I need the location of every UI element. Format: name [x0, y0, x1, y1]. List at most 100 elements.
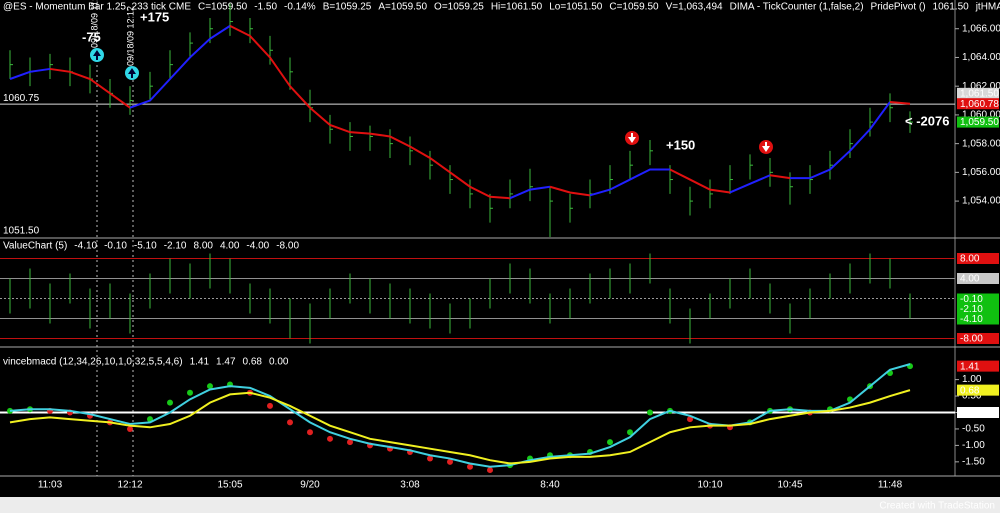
header-text: -4.10 [74, 241, 97, 252]
header-text: C=1059.50 [198, 2, 248, 13]
hma-line [790, 101, 891, 180]
price-label-box [957, 87, 999, 99]
macd-dot [207, 383, 213, 390]
macd-dot [167, 399, 173, 406]
price-label-box [957, 273, 999, 284]
hma-line [9, 67, 51, 80]
macd-dot [347, 439, 353, 446]
low-label: 1051.50 [3, 226, 40, 237]
timestamp: 09/18/09 11:43 [89, 0, 99, 48]
price-label-box [957, 313, 999, 325]
header-text: 1.47 [216, 357, 236, 368]
x-tick-label: 10:45 [777, 480, 802, 491]
price-label: 1,060.78 [960, 99, 999, 110]
annotation: -75 [82, 29, 101, 44]
macd-dot [287, 419, 293, 426]
timestamp: 09/18/09 12:12 [125, 6, 135, 66]
price-label: 0.68 [960, 385, 980, 396]
y-tick-label: 1,062.00 [962, 81, 1000, 92]
hma-line [129, 25, 231, 109]
header-text: 0.68 [243, 357, 263, 368]
price-label-box [957, 116, 999, 128]
price-label: 1,061.50 [960, 89, 999, 100]
macd-line [9, 363, 911, 468]
macd-dot [427, 455, 433, 462]
price-label: -2.10 [960, 304, 983, 315]
footer-text: Created with TradeStation [879, 501, 995, 512]
price-label: 0.00 [960, 408, 980, 419]
header-text: Hi=1061.50 [491, 2, 543, 13]
reference-label: 1060.75 [3, 93, 40, 104]
price-label-box [957, 293, 999, 305]
pane-title: ValueChart (5) [3, 241, 67, 252]
header-text: O=1059.25 [434, 2, 484, 13]
macd-dot [687, 416, 693, 423]
macd-dot [627, 429, 633, 436]
header-text: DIMA - TickCounter (1,false,2) [730, 2, 864, 13]
y-tick-label: 1,054.00 [962, 196, 1000, 207]
header-text: PridePivot () [871, 2, 926, 13]
pane-title: vincebmacd (12,34,26,10,1,0,32,5,5,4,6) [3, 357, 183, 368]
price-label-box [957, 253, 999, 264]
hma-line [509, 185, 551, 200]
price-label-box [957, 384, 999, 396]
y-tick-label: 1.00 [962, 374, 982, 385]
header-text: 8.00 [193, 241, 213, 252]
price-label: -0.10 [960, 294, 983, 305]
macd-dot [327, 435, 333, 442]
hma-line [589, 168, 670, 197]
y-tick-label: 1,064.00 [962, 52, 1000, 63]
macd-dot [187, 389, 193, 396]
y-tick-label: 1,056.00 [962, 167, 1000, 178]
header-text: 4.00 [220, 241, 240, 252]
price-label-box [957, 333, 999, 344]
header-text: -0.10 [104, 241, 127, 252]
x-tick-label: 12:12 [117, 480, 142, 491]
header-text: -5.10 [134, 241, 157, 252]
header-text: 0.00 [269, 357, 289, 368]
price-label: 1,059.50 [960, 117, 999, 128]
macd-line [9, 389, 911, 465]
hma-line [669, 168, 731, 194]
header-text: -4.00 [246, 241, 269, 252]
y-tick-label: -0.50 [962, 424, 985, 435]
header-text: jtHMA (Close,21,0,false,Blue,Red,1) [975, 2, 1000, 13]
annotation: < -2076 [905, 113, 949, 128]
header-text: -2.10 [164, 241, 187, 252]
header-text: C=1059.50 [609, 2, 659, 13]
hma-line [549, 185, 591, 197]
header-text: @ES - Momentum Bar 1.25, 233 tick CME [3, 2, 191, 13]
x-tick-label: 10:10 [697, 480, 722, 491]
price-label: -4.10 [960, 314, 983, 325]
header-text: Lo=1051.50 [549, 2, 603, 13]
y-tick-label: 0.50 [962, 391, 982, 402]
price-label-box [957, 360, 999, 372]
hma-line [49, 67, 131, 109]
macd-dot [467, 463, 473, 470]
header-text: 1.41 [190, 357, 210, 368]
annotation: +175 [140, 9, 169, 24]
header-text: V=1,063,494 [666, 2, 723, 13]
x-tick-label: 11:03 [38, 480, 63, 491]
price-label: 8.00 [960, 254, 980, 265]
y-tick-label: -1.00 [962, 440, 985, 451]
y-tick-label: 1,058.00 [962, 138, 1000, 149]
header-text: -1.50 [254, 2, 277, 13]
macd-dot [127, 425, 133, 432]
price-label-box [957, 98, 999, 110]
header-text: -8.00 [276, 241, 299, 252]
macd-dot [307, 429, 313, 436]
hma-line [729, 174, 771, 194]
signal-marker [90, 48, 773, 154]
header-text: A=1059.50 [378, 2, 427, 13]
macd-dot [487, 467, 493, 474]
y-tick-label: 1,060.00 [962, 110, 1000, 121]
price-label-box [957, 303, 999, 315]
macd-dot [267, 402, 273, 409]
x-tick-label: 9/20 [300, 480, 320, 491]
header-text: 1061.50 [933, 2, 970, 13]
x-tick-label: 11:48 [878, 480, 903, 491]
x-tick-label: 3:08 [400, 480, 420, 491]
